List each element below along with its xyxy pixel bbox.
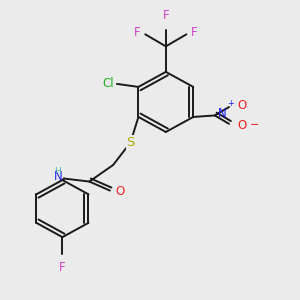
Text: F: F — [134, 26, 140, 39]
Text: O: O — [237, 99, 246, 112]
Text: O: O — [237, 119, 246, 132]
Text: S: S — [126, 136, 135, 149]
Text: N: N — [218, 107, 227, 120]
Text: F: F — [59, 261, 66, 274]
Text: Cl: Cl — [103, 77, 114, 90]
Text: +: + — [227, 99, 234, 108]
Text: N: N — [54, 169, 62, 183]
Text: H: H — [54, 167, 60, 176]
Text: F: F — [163, 9, 169, 22]
Text: O: O — [116, 185, 125, 198]
Text: F: F — [191, 26, 198, 39]
Text: −: − — [250, 120, 259, 130]
